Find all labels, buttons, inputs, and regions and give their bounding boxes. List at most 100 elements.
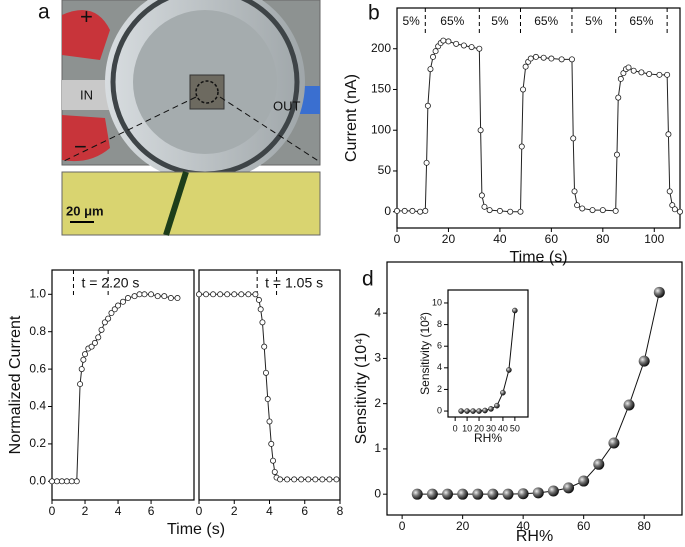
data-point — [271, 468, 278, 475]
y-tick-label: 3 — [374, 351, 381, 365]
data-point — [245, 291, 252, 298]
data-line — [461, 310, 516, 412]
data-point — [677, 208, 684, 215]
data-point — [638, 69, 645, 76]
y-tick-label: 10 — [432, 297, 442, 307]
data-point — [82, 351, 89, 358]
data-point — [558, 56, 565, 63]
data-point — [517, 488, 529, 500]
data-point — [527, 55, 534, 62]
y-tick-label: 0 — [437, 405, 442, 415]
data-point — [477, 127, 484, 134]
data-point — [653, 286, 665, 298]
panel-label: d — [362, 268, 374, 291]
data-point — [464, 408, 470, 414]
data-point — [494, 402, 500, 409]
data-point — [401, 207, 408, 214]
y-tick-label: 0.6 — [29, 361, 46, 375]
x-tick-label: 40 — [516, 519, 530, 533]
data-point — [442, 488, 454, 500]
x-tick-label: 40 — [493, 232, 507, 246]
data-point — [259, 319, 266, 326]
x-tick-label: 6 — [301, 504, 308, 518]
plot-frame — [198, 269, 341, 501]
data-point — [568, 56, 575, 63]
y-tick-label: 6 — [437, 341, 442, 351]
data-point — [458, 408, 464, 414]
x-tick-label: 0 — [196, 504, 203, 518]
data-point — [496, 207, 503, 214]
data-point — [131, 293, 138, 300]
x-axis-label: Time (s) — [509, 249, 567, 266]
plot-frame — [396, 7, 681, 229]
data-point — [68, 478, 75, 485]
data-point — [409, 207, 416, 214]
y-tick-label: 100 — [371, 122, 391, 136]
data-point — [424, 102, 431, 109]
data-point — [540, 54, 547, 61]
x-tick-label: 10 — [462, 423, 472, 433]
data-point — [666, 188, 673, 195]
data-point — [78, 366, 85, 373]
data-point — [623, 399, 635, 411]
data-point — [571, 188, 578, 195]
y-tick-label: 0 — [384, 204, 391, 218]
data-point — [161, 293, 168, 300]
annotation: 65% — [440, 14, 464, 28]
data-point — [457, 488, 469, 500]
plus-label: + — [80, 4, 93, 29]
y-tick-label: 2 — [437, 384, 442, 394]
annotation: 65% — [534, 14, 558, 28]
data-point — [63, 478, 70, 485]
x-tick-label: 60 — [577, 519, 591, 533]
data-point — [124, 295, 131, 302]
data-point — [612, 207, 619, 214]
data-point — [476, 45, 483, 52]
y-axis-label: Sensitivity (10⁴) — [353, 333, 370, 445]
data-point — [518, 143, 525, 150]
data-point — [108, 310, 115, 317]
data-point — [625, 64, 632, 71]
y-tick-label: 0 — [374, 486, 381, 500]
x-tick-label: 40 — [498, 423, 508, 433]
y-tick-label: 0.8 — [29, 324, 46, 338]
data-point — [578, 475, 590, 487]
data-point — [468, 44, 475, 51]
data-point — [417, 208, 424, 215]
y-tick-label: 150 — [371, 82, 391, 96]
data-point — [512, 307, 518, 314]
annotation: 5% — [402, 14, 420, 28]
data-point — [427, 66, 434, 73]
scale-bar-label: 20 μm — [66, 203, 104, 218]
x-tick-label: 0 — [453, 423, 458, 433]
data-point — [472, 488, 484, 500]
y-tick-label: 0.2 — [29, 436, 46, 450]
y-tick-label: 1 — [374, 441, 381, 455]
x-tick-label: 2 — [231, 504, 238, 518]
data-point — [671, 206, 678, 213]
x-tick-label: 8 — [337, 504, 344, 518]
data-point — [203, 291, 210, 298]
data-point — [547, 485, 559, 497]
data-point — [217, 291, 224, 298]
data-point — [453, 40, 460, 47]
data-point — [593, 458, 605, 470]
data-point — [210, 291, 217, 298]
data-point — [264, 396, 271, 403]
data-point — [430, 53, 437, 60]
inlet-label: IN — [80, 87, 93, 102]
y-tick-label: 4 — [437, 362, 442, 372]
data-point — [120, 298, 127, 305]
data-point — [238, 291, 245, 298]
data-point — [393, 207, 400, 214]
data-point — [440, 37, 447, 44]
photo — [61, 0, 321, 236]
data-point — [277, 476, 284, 483]
x-tick-label: 4 — [266, 504, 273, 518]
data-point — [656, 71, 663, 78]
data-point — [486, 207, 493, 214]
data-point — [646, 71, 653, 78]
data-point — [268, 440, 275, 447]
data-point — [589, 207, 596, 214]
data-point — [319, 476, 326, 483]
